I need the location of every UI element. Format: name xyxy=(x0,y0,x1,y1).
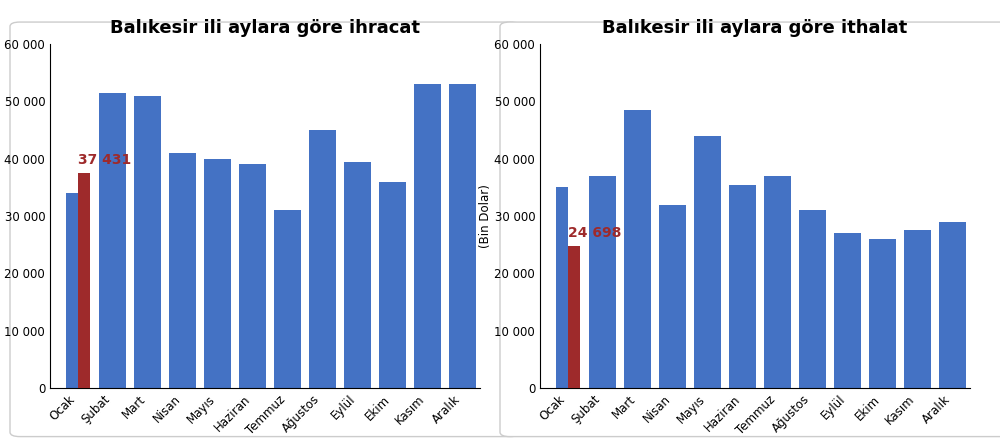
Bar xyxy=(309,130,336,388)
Bar xyxy=(556,187,568,388)
Bar xyxy=(344,161,371,388)
Bar xyxy=(624,110,651,388)
Bar xyxy=(134,96,161,388)
Bar xyxy=(589,176,616,388)
Text: 24 698: 24 698 xyxy=(568,226,621,239)
Bar xyxy=(568,247,580,388)
Bar xyxy=(169,153,196,388)
Bar xyxy=(904,230,931,388)
Bar xyxy=(78,173,90,388)
Title: Balıkesir ili aylara göre ihracat: Balıkesir ili aylara göre ihracat xyxy=(110,19,420,37)
Bar xyxy=(869,239,896,388)
Bar xyxy=(764,176,791,388)
Bar xyxy=(99,93,126,388)
Y-axis label: (Bin Dolar): (Bin Dolar) xyxy=(0,184,2,248)
Bar xyxy=(204,159,231,388)
Y-axis label: (Bin Dolar): (Bin Dolar) xyxy=(479,184,492,248)
Text: 37 431: 37 431 xyxy=(78,153,131,167)
Bar xyxy=(939,222,966,388)
Bar xyxy=(66,193,78,388)
Bar xyxy=(694,136,721,388)
Bar xyxy=(414,84,441,388)
Bar xyxy=(729,184,756,388)
Bar xyxy=(449,84,476,388)
Bar xyxy=(834,233,861,388)
Bar xyxy=(799,210,826,388)
Bar xyxy=(274,210,301,388)
Bar xyxy=(239,164,266,388)
Title: Balıkesir ili aylara göre ithalat: Balıkesir ili aylara göre ithalat xyxy=(602,19,908,37)
Bar xyxy=(379,182,406,388)
Bar xyxy=(659,205,686,388)
